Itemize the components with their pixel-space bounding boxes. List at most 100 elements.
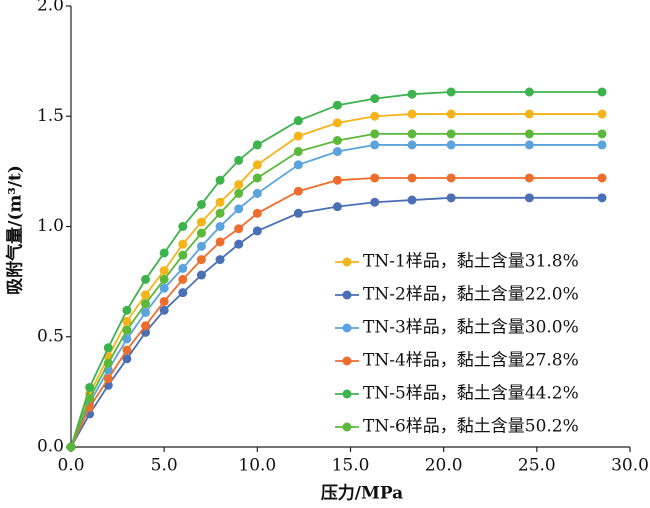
point xyxy=(370,94,380,104)
point xyxy=(252,188,262,198)
point xyxy=(196,241,206,251)
point xyxy=(215,197,225,207)
legend-label: TN-6样品，黏土含量50.2% xyxy=(363,417,579,437)
point xyxy=(524,129,534,139)
point xyxy=(446,193,456,203)
legend-label: TN-4样品，黏土含量27.8% xyxy=(363,351,579,371)
point xyxy=(103,358,113,368)
point xyxy=(159,283,169,293)
y-tick-label: 0.0 xyxy=(37,437,64,457)
point xyxy=(252,208,262,218)
point xyxy=(178,250,188,260)
point xyxy=(122,305,132,315)
point xyxy=(597,140,607,150)
point xyxy=(234,239,244,249)
y-tick-label: 0.5 xyxy=(37,326,64,346)
point xyxy=(234,155,244,165)
point xyxy=(407,173,417,183)
point xyxy=(159,248,169,258)
series-line xyxy=(70,91,603,448)
series-line xyxy=(70,132,603,448)
point xyxy=(524,87,534,97)
point xyxy=(332,175,342,185)
legend-label: TN-3样品，黏土含量30.0% xyxy=(363,318,579,338)
point xyxy=(178,274,188,284)
x-axis-label: 压力/MPa xyxy=(321,483,403,504)
point xyxy=(141,321,151,331)
point xyxy=(446,140,456,150)
legend-marker xyxy=(342,323,352,333)
point xyxy=(524,140,534,150)
point xyxy=(85,393,95,403)
point xyxy=(293,131,303,141)
point xyxy=(234,188,244,198)
point xyxy=(597,87,607,97)
point xyxy=(196,270,206,280)
point xyxy=(407,109,417,119)
point xyxy=(215,222,225,231)
point xyxy=(332,147,342,157)
point xyxy=(215,175,225,185)
x-tick-label: 0.0 xyxy=(57,456,84,476)
point xyxy=(196,217,206,227)
y-tick-label: 2.0 xyxy=(37,0,64,16)
x-tick-label: 30.0 xyxy=(611,456,649,476)
point xyxy=(141,307,151,317)
legend-label: TN-5样品，黏土含量44.2% xyxy=(363,384,579,404)
point xyxy=(178,263,188,273)
point xyxy=(446,109,456,119)
point xyxy=(446,129,456,139)
series-line xyxy=(70,177,603,448)
point xyxy=(407,140,417,150)
point xyxy=(178,288,188,298)
point xyxy=(293,186,303,196)
point xyxy=(178,239,188,249)
point xyxy=(370,111,380,121)
series-line xyxy=(70,144,603,448)
point xyxy=(524,193,534,203)
point xyxy=(332,118,342,128)
point xyxy=(159,305,169,315)
point xyxy=(524,109,534,119)
point xyxy=(370,197,380,207)
point xyxy=(293,147,303,157)
point xyxy=(293,160,303,170)
x-tick-label: 25.0 xyxy=(518,456,556,476)
point xyxy=(332,202,342,212)
point xyxy=(66,442,76,452)
point xyxy=(524,173,534,183)
point xyxy=(196,255,206,265)
point xyxy=(332,100,342,110)
point xyxy=(196,199,206,209)
point xyxy=(215,255,225,265)
point xyxy=(122,354,132,364)
legend-label: TN-1样品，黏土含量31.8% xyxy=(363,252,579,272)
x-tick-label: 15.0 xyxy=(332,456,370,476)
point xyxy=(252,173,262,183)
legend-marker xyxy=(342,389,352,399)
point xyxy=(122,334,132,344)
point xyxy=(178,222,188,231)
point xyxy=(597,129,607,139)
point xyxy=(234,224,244,234)
point xyxy=(159,296,169,306)
point xyxy=(234,204,244,214)
point xyxy=(85,382,95,392)
x-tick-label: 5.0 xyxy=(151,456,178,476)
point xyxy=(252,140,262,150)
legend-marker xyxy=(342,290,352,300)
point xyxy=(293,116,303,126)
legend-marker xyxy=(342,257,352,267)
point xyxy=(407,89,417,99)
point xyxy=(234,180,244,190)
point xyxy=(370,173,380,183)
point xyxy=(196,228,206,238)
point xyxy=(370,129,380,139)
point xyxy=(407,195,417,205)
point xyxy=(103,374,113,384)
point xyxy=(446,173,456,183)
point xyxy=(407,129,417,139)
point xyxy=(597,193,607,203)
point xyxy=(141,299,151,309)
point xyxy=(332,136,342,146)
